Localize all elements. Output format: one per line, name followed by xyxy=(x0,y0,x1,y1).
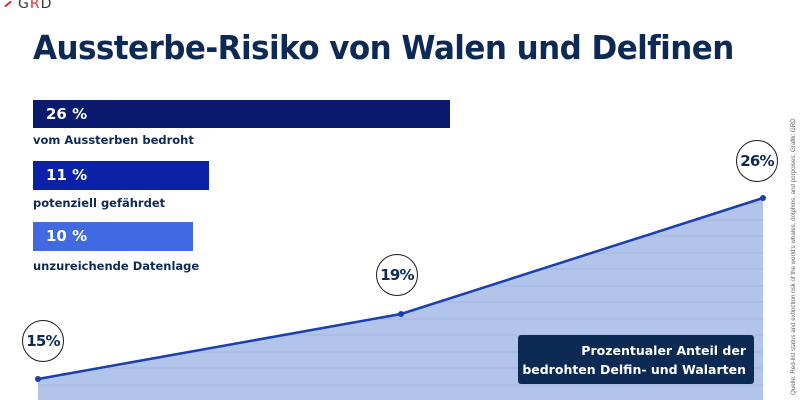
data-label-15: 15% xyxy=(22,320,64,362)
bar-data-deficient: 10 % xyxy=(33,222,193,251)
legend-line-2: bedrohten Delfin- und Walarten xyxy=(522,362,746,377)
bar-data-deficient-label: unzureichende Datenlage xyxy=(33,259,200,273)
logo-letter-d: D xyxy=(40,0,53,12)
data-point-2 xyxy=(398,311,404,317)
bar-threatened-label: vom Aussterben bedroht xyxy=(33,133,194,147)
grd-logo: G R D xyxy=(0,0,52,14)
chart-title: Aussterbe-Risiko von Walen und Delfinen xyxy=(33,28,734,67)
bar-threatened-value: 26 % xyxy=(46,105,88,123)
bar-potentially-endangered: 11 % xyxy=(33,161,209,190)
source-credit: Quelle: Red-list status and extinction r… xyxy=(790,118,797,395)
logo-letter-r: R xyxy=(29,0,41,12)
bar-potentially-endangered-value: 11 % xyxy=(46,166,88,184)
data-label-19: 19% xyxy=(376,254,418,296)
bar-potentially-endangered-label: potenziell gefährdet xyxy=(33,196,166,210)
chart-legend: Prozentualer Anteil der bedrohten Delfin… xyxy=(518,335,754,384)
data-point-1 xyxy=(35,376,41,382)
data-point-3 xyxy=(760,195,766,201)
legend-line-1: Prozentualer Anteil der xyxy=(581,343,746,358)
bar-threatened: 26 % xyxy=(33,100,450,128)
bar-data-deficient-value: 10 % xyxy=(46,227,88,245)
logo-letter-g: G xyxy=(18,0,30,12)
data-label-26: 26% xyxy=(736,140,778,182)
